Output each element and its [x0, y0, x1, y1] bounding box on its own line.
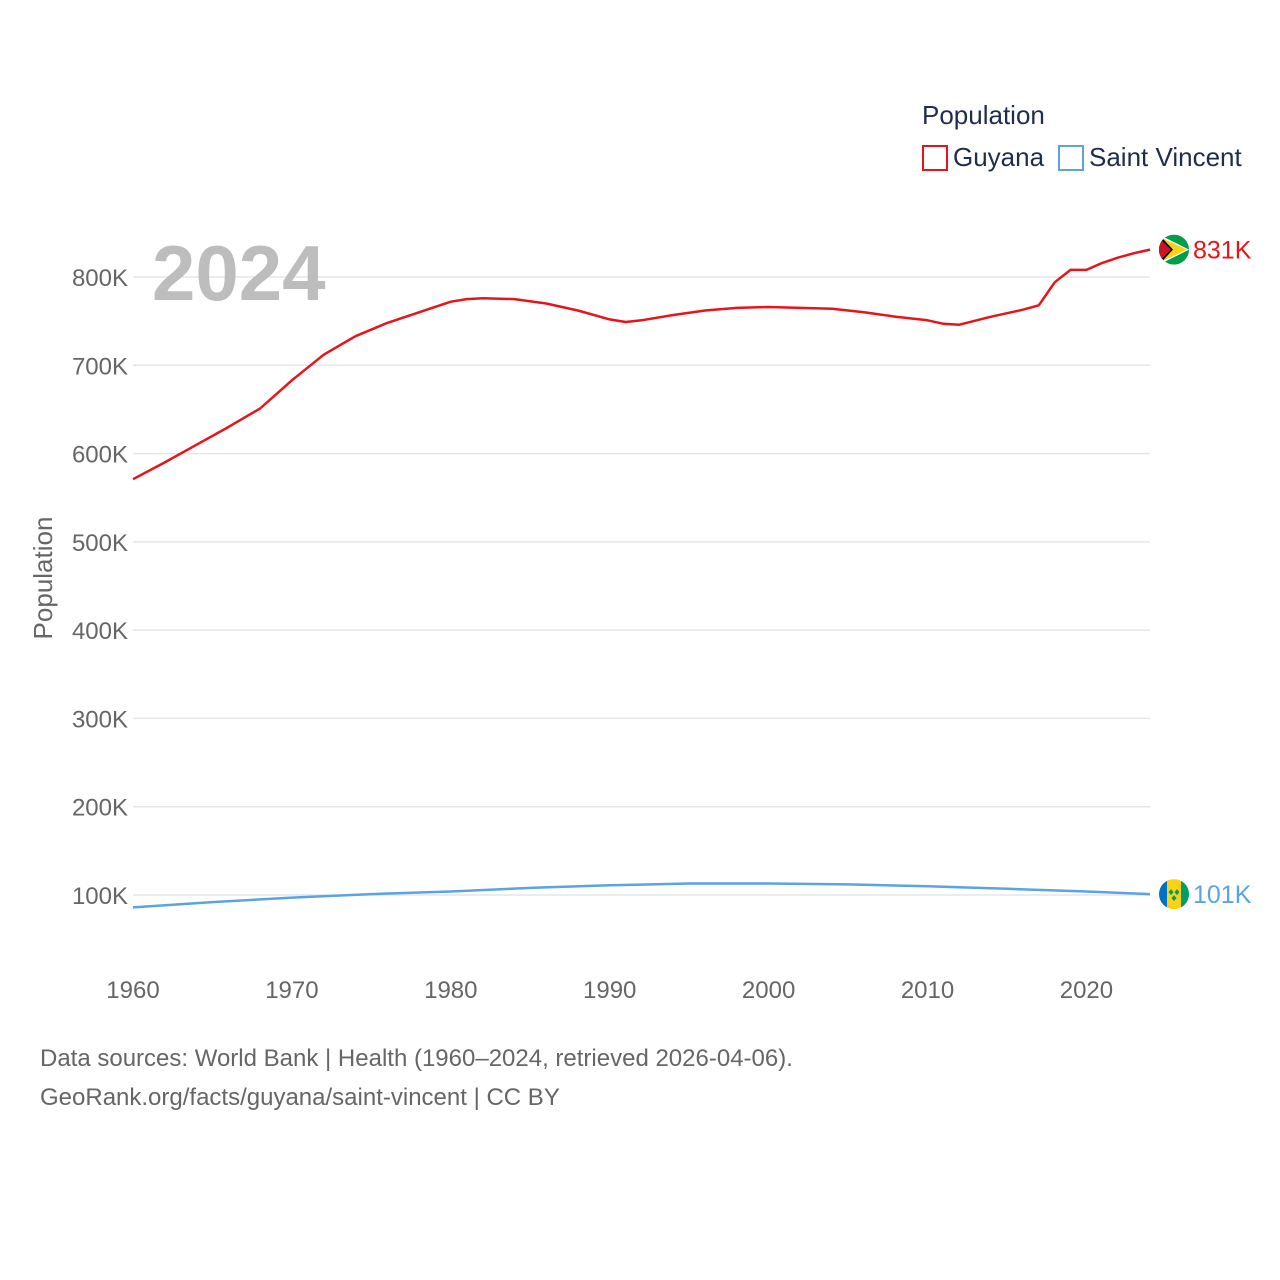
x-tick-label: 1960 — [106, 977, 159, 1004]
y-tick-label: 500K — [72, 530, 128, 557]
y-tick-label: 800K — [72, 265, 128, 292]
end-value-label-saint-vincent: 101K — [1193, 881, 1252, 909]
x-tick-label: 1980 — [424, 977, 477, 1004]
y-axis-ticks: 100K 200K 300K 400K 500K 600K 700K 800K — [72, 265, 128, 910]
data-source-line: Data sources: World Bank | Health (1960–… — [40, 1045, 793, 1072]
x-tick-label: 2000 — [742, 977, 795, 1004]
population-chart: 100K 200K 300K 400K 500K 600K 700K 800K 1960 197… — [28, 100, 1252, 1004]
legend-swatch-guyana — [922, 145, 948, 171]
x-tick-label: 2020 — [1060, 977, 1113, 1004]
series-line-guyana — [132, 248, 1151, 481]
y-tick-label: 400K — [72, 618, 128, 645]
legend-label-saint-vincent: Saint Vincent — [1089, 142, 1243, 172]
legend-swatch-saint-vincent — [1058, 145, 1084, 171]
y-tick-label: 100K — [72, 883, 128, 910]
grid-lines — [133, 276, 1150, 896]
end-value-label-guyana: 831K — [1193, 237, 1252, 265]
y-tick-label: 200K — [72, 795, 128, 822]
y-tick-label: 300K — [72, 706, 128, 733]
legend-label-guyana: Guyana — [953, 142, 1045, 172]
y-tick-label: 700K — [72, 353, 128, 380]
x-axis-ticks: 1960 1970 1980 1990 2000 2010 2020 — [106, 977, 1113, 1004]
series-end-markers: 831K 101K — [1159, 234, 1252, 910]
y-axis-title: Population — [28, 517, 58, 640]
legend-item-guyana[interactable]: Guyana — [922, 142, 1045, 172]
x-tick-label: 1990 — [583, 977, 636, 1004]
y-tick-label: 600K — [72, 442, 128, 469]
year-label: 2024 — [152, 229, 326, 317]
legend-item-saint-vincent[interactable]: Saint Vincent — [1058, 142, 1243, 172]
legend-title: Population — [922, 100, 1045, 130]
series-line-saint-vincent — [132, 882, 1151, 909]
x-tick-label: 1970 — [265, 977, 318, 1004]
saint-vincent-flag-icon — [1159, 879, 1189, 910]
series-lines — [132, 248, 1151, 909]
guyana-flag-icon — [1159, 234, 1189, 265]
legend: Population Guyana Saint Vincent — [922, 100, 1243, 172]
x-tick-label: 2010 — [901, 977, 954, 1004]
source-link[interactable]: GeoRank.org/facts/guyana/saint-vincent |… — [40, 1084, 560, 1111]
